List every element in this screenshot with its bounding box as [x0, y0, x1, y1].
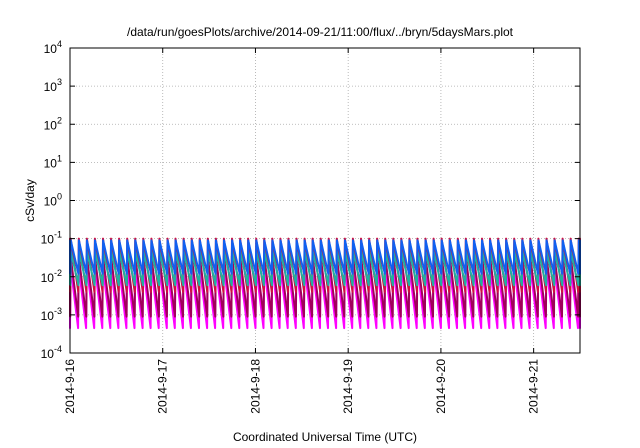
x-tick-label: 2014-9-16: [63, 359, 77, 414]
y-tick-label: 10-1: [41, 230, 62, 247]
x-tick-label: 2014-9-18: [248, 359, 262, 414]
y-tick-label: 10-2: [41, 268, 62, 285]
x-axis: 2014-9-16 2014-9-17 2014-9-18 2014-9-19 2014…: [63, 48, 541, 414]
y-tick-label: 104: [44, 39, 62, 56]
x-tick-label: 2014-9-20: [434, 359, 448, 414]
y-axis-label: cSv/day: [23, 179, 37, 222]
y-axis: 10-4 10-3 10-2 10-1 100 101 102 103 104: [41, 39, 580, 361]
x-tick-label: 2014-9-21: [527, 359, 541, 414]
x-tick-label: 2014-9-17: [156, 359, 170, 414]
x-axis-label: Coordinated Universal Time (UTC): [233, 430, 417, 444]
series-line: [69, 239, 581, 275]
series-line: [69, 264, 581, 330]
chart-title: /data/run/goesPlots/archive/2014-09-21/1…: [127, 25, 514, 39]
grid: [70, 48, 580, 353]
y-tick-label: 100: [44, 192, 62, 209]
series-line: [69, 237, 581, 293]
y-tick-label: 102: [44, 115, 62, 132]
x-tick-label: 2014-9-19: [341, 359, 355, 414]
y-tick-label: 101: [44, 153, 62, 170]
y-tick-label: 103: [44, 77, 62, 94]
y-tick-label: 10-4: [41, 344, 62, 361]
series-line: [69, 250, 581, 287]
y-tick-label: 10-3: [41, 306, 62, 323]
series-line: [69, 255, 581, 318]
series-group: [69, 237, 581, 330]
